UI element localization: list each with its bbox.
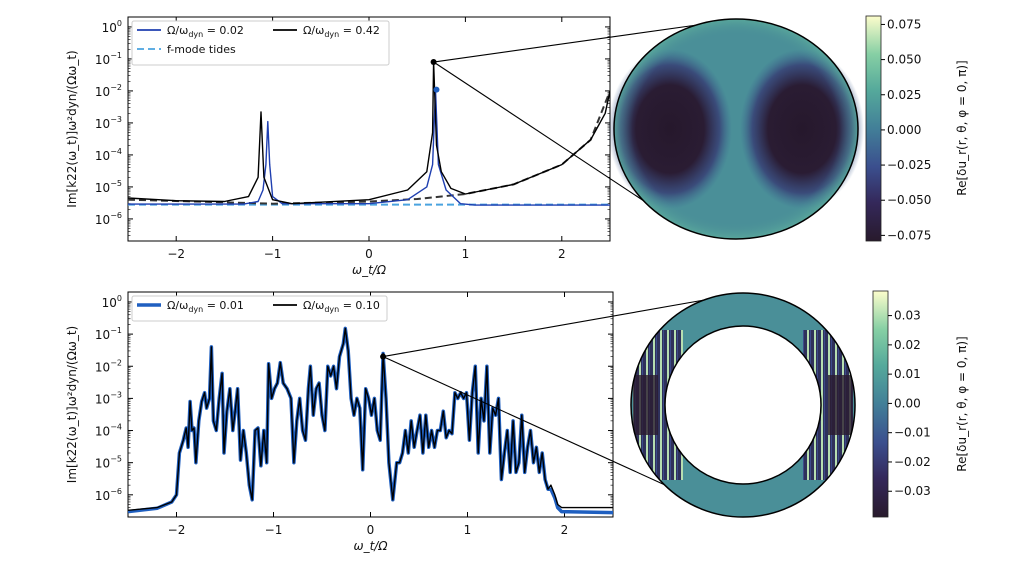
colorbar-top-label: Re[δu_r(r, θ, φ = 0, π)]	[955, 60, 969, 195]
colorbar-bottom-label: Re[δu_r(r, θ, φ = 0, π)]	[955, 336, 969, 471]
x-tick-label: 1	[462, 247, 470, 261]
colorbar-top: 0.075 0.050 0.025 0.000 −0.025 −0.050 −0.075 R…	[865, 15, 969, 242]
zoom-connector-line	[433, 61, 648, 204]
colorbar-tick-label: 0.025	[887, 88, 921, 102]
legend	[131, 20, 390, 66]
x-tick-label: −2	[167, 247, 185, 261]
x-tick-label: −2	[168, 523, 186, 537]
legend-label: Ω/ωdyn = 0.01	[167, 299, 244, 314]
y-tick-label: 10−4	[95, 423, 122, 439]
x-axis-label: ω_t/Ω	[354, 539, 389, 553]
y-tick-label: 10−6	[95, 211, 122, 227]
colorbar-tick-label: 0.000	[887, 123, 921, 137]
y-tick-label: 10−5	[95, 179, 122, 195]
series-group	[128, 326, 613, 515]
colorbar-tick-label: 0.01	[894, 367, 921, 381]
y-tick-label: 100	[102, 294, 122, 310]
y-axis-label: Im[k22(ω_t)]ω²dyn/(Ωω_t)	[65, 50, 79, 207]
colorbar-bottom: 0.03 0.02 0.01 0.00 −0.01 −0.02 −0.03 Re[δu_r(…	[872, 290, 969, 518]
colorbar-tick-label: 0.00	[894, 396, 921, 410]
y-tick-label: 10−1	[95, 51, 122, 67]
colorbar-tick-label: 0.050	[887, 53, 921, 67]
y-tick-label: 10−4	[95, 147, 122, 163]
highlight-marker	[380, 353, 387, 360]
plot-top: −2 −1 0 1 2 100 10−1 10−2 10−3 10−4 10−5 10−6 ω_t/Ω I…	[65, 16, 611, 277]
y-tick-label: 10−3	[95, 390, 122, 406]
x-tick-label: −1	[265, 523, 283, 537]
legend-label: Ω/ωdyn = 0.42	[303, 24, 380, 39]
legend-label: Ω/ωdyn = 0.10	[303, 299, 380, 314]
colorbar-tick-label: −0.025	[887, 158, 931, 172]
colorbar-tick-label: 0.02	[894, 338, 921, 352]
bottom-mode-map	[630, 292, 856, 518]
zoom-connector-line	[382, 356, 666, 486]
top-mode-map	[608, 18, 864, 240]
legend-label: f-mode tides	[167, 43, 236, 56]
y-tick-label: 10−2	[95, 83, 122, 99]
colorbar-tick-label: −0.03	[894, 484, 931, 498]
x-tick-label: 0	[367, 523, 375, 537]
series-line--dyn-0-10	[128, 327, 613, 511]
x-tick-label: 2	[561, 523, 569, 537]
series-group	[128, 61, 610, 206]
y-axis-label: Im[k22(ω_t)]ω²dyn/(Ωω_t)	[65, 326, 79, 483]
y-tick-label: 10−1	[95, 326, 122, 342]
colorbar-tick-label: 0.03	[894, 309, 921, 323]
zoom-connector-line	[433, 24, 698, 63]
x-tick-label: 2	[558, 247, 566, 261]
legend-label: Ω/ωdyn = 0.02	[167, 24, 244, 39]
y-tick-label: 10−3	[95, 115, 122, 131]
y-tick-label: 10−2	[95, 358, 122, 374]
colorbar-tick-label: 0.075	[887, 17, 921, 31]
colorbar-tick-label: −0.01	[894, 426, 931, 440]
y-tick-label: 100	[102, 19, 122, 35]
series-line-unlabeled-dashed	[128, 90, 610, 205]
colorbar-tick-label: −0.075	[887, 228, 931, 242]
colorbar-tick-label: −0.050	[887, 193, 931, 207]
series-line--dyn-0-42	[128, 61, 610, 205]
x-axis-label: ω_t/Ω	[352, 263, 387, 277]
legend	[131, 295, 388, 322]
x-tick-label: 0	[365, 247, 373, 261]
x-tick-label: −1	[264, 247, 282, 261]
plot-bottom: −2 −1 0 1 2 100 10−1 10−2 10−3 10−4 10−5 10−6 ω_t/Ω I…	[65, 291, 614, 553]
highlight-marker	[430, 59, 437, 66]
x-tick-label: 1	[464, 523, 472, 537]
zoom-connector-line	[383, 298, 711, 358]
colorbar-tick-label: −0.02	[894, 455, 931, 469]
y-tick-label: 10−5	[95, 455, 122, 471]
y-tick-label: 10−6	[95, 487, 122, 503]
highlight-marker	[433, 86, 440, 93]
series-line--dyn-0-02	[128, 88, 610, 206]
